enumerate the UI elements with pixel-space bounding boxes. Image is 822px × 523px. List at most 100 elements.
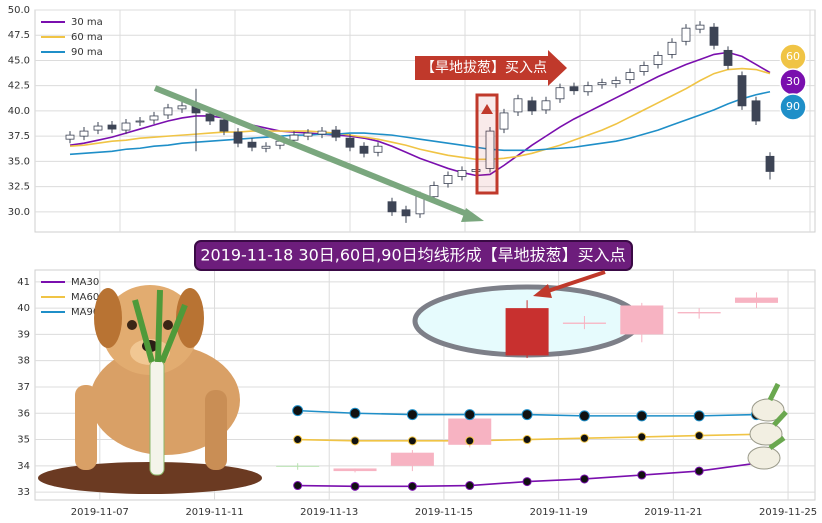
candle-body	[261, 145, 271, 149]
candle-body	[233, 131, 243, 144]
ma-marker	[522, 435, 532, 445]
candle-body	[513, 98, 523, 113]
candle-body	[667, 41, 677, 55]
x-tick-label: 2019-11-11	[185, 507, 243, 518]
candle-body	[555, 87, 565, 100]
candle-body	[247, 141, 257, 148]
candle-body	[765, 155, 775, 172]
x-tick-label: 2019-11-13	[300, 507, 358, 518]
y-tick-label: 36	[17, 408, 30, 419]
ma-marker	[637, 470, 647, 480]
badge-label: 30	[786, 75, 800, 88]
candle-body	[723, 49, 733, 66]
candle-body	[345, 137, 355, 148]
y-tick-label: 40	[17, 303, 30, 314]
candle-body	[505, 308, 549, 356]
ma-marker	[293, 481, 303, 491]
candle-body	[289, 134, 299, 141]
pointer-arrow-head	[533, 284, 552, 298]
ma-line	[69, 90, 771, 156]
legend-label: MA30	[71, 277, 99, 288]
annotation-text: 【旱地拔葱】买入点	[421, 60, 547, 76]
dog-illustration	[38, 285, 262, 494]
ma-marker	[407, 436, 417, 446]
x-tick-label: 2019-11-21	[644, 507, 702, 518]
candle-body	[429, 185, 439, 198]
candle-body	[751, 100, 761, 122]
y-tick-label: 33	[17, 487, 30, 498]
x-tick-label: 2019-11-07	[71, 507, 129, 518]
x-tick-label: 2019-11-19	[530, 507, 588, 518]
candle-body	[65, 134, 75, 140]
ma-marker	[694, 466, 704, 476]
ma-marker	[350, 436, 360, 446]
chart-title: 2019-11-18 30日,60日,90日均线形成【旱地拔葱】买入点	[200, 246, 625, 265]
ma-marker	[636, 410, 648, 422]
candle-body	[541, 100, 551, 111]
candle-body	[163, 107, 173, 116]
candle-body	[681, 27, 691, 42]
legend-label: 30 ma	[71, 17, 103, 28]
candle-body	[333, 468, 377, 472]
trend-arrow	[153, 85, 474, 219]
candle-body	[485, 130, 495, 169]
candle-body	[317, 130, 327, 135]
candle-body	[562, 322, 606, 324]
x-tick-label: 2019-11-25	[759, 507, 817, 518]
y-tick-label: 40.0	[8, 106, 30, 117]
candle-body	[177, 105, 187, 110]
candle-body	[387, 201, 397, 213]
y-tick-label: 41	[17, 277, 30, 288]
candle-body	[443, 175, 453, 184]
signal-arrow	[481, 104, 493, 114]
y-tick-label: 30.0	[8, 207, 30, 218]
legend-label: MA90	[71, 307, 99, 318]
candle-body	[569, 86, 579, 92]
ma-marker	[350, 481, 360, 491]
candle-body	[79, 130, 89, 137]
candle-body	[276, 465, 320, 467]
candle-body	[331, 129, 341, 138]
legend-label: MA60	[71, 292, 99, 303]
candle-body	[373, 145, 383, 153]
candle-body	[93, 125, 103, 131]
y-tick-label: 35.0	[8, 156, 30, 167]
candle-body	[135, 120, 145, 123]
candle-body	[359, 145, 369, 154]
ma-marker	[464, 409, 476, 421]
candle-body	[219, 119, 229, 132]
candle-body	[653, 55, 663, 65]
x-tick-label: 2019-11-15	[415, 507, 473, 518]
ma-marker	[406, 409, 418, 421]
ma-marker	[579, 433, 589, 443]
ma-marker	[465, 436, 475, 446]
pointer-arrow	[544, 270, 606, 294]
ma-marker	[521, 409, 533, 421]
legend-label: 60 ma	[71, 32, 103, 43]
candle-body	[709, 26, 719, 46]
ma-marker	[637, 432, 647, 442]
ma-marker	[407, 481, 417, 491]
foreground-decor: 【旱地拔葱】买入点 2019-11-18 30日,60日,90日均线形成【旱地拔…	[38, 50, 788, 494]
candle-body	[121, 122, 131, 131]
candle-body	[734, 297, 779, 303]
ma-marker	[579, 474, 589, 484]
candle-body	[620, 305, 664, 335]
candle-body	[737, 75, 747, 107]
ma-marker	[465, 481, 475, 491]
candle-body	[597, 82, 607, 86]
y-tick-label: 50.0	[8, 5, 30, 16]
y-tick-label: 37.5	[8, 131, 30, 142]
ma-marker	[349, 407, 361, 419]
ma-marker	[693, 410, 705, 422]
candle-body	[107, 124, 117, 130]
candle-body	[401, 209, 411, 217]
y-tick-label: 42.5	[8, 81, 30, 92]
candle-body	[205, 113, 215, 122]
ma-marker	[293, 435, 303, 445]
candle-body	[611, 80, 621, 85]
candle-body	[677, 312, 721, 314]
trend-arrow-head	[461, 208, 484, 222]
leek-illustration	[747, 382, 788, 470]
